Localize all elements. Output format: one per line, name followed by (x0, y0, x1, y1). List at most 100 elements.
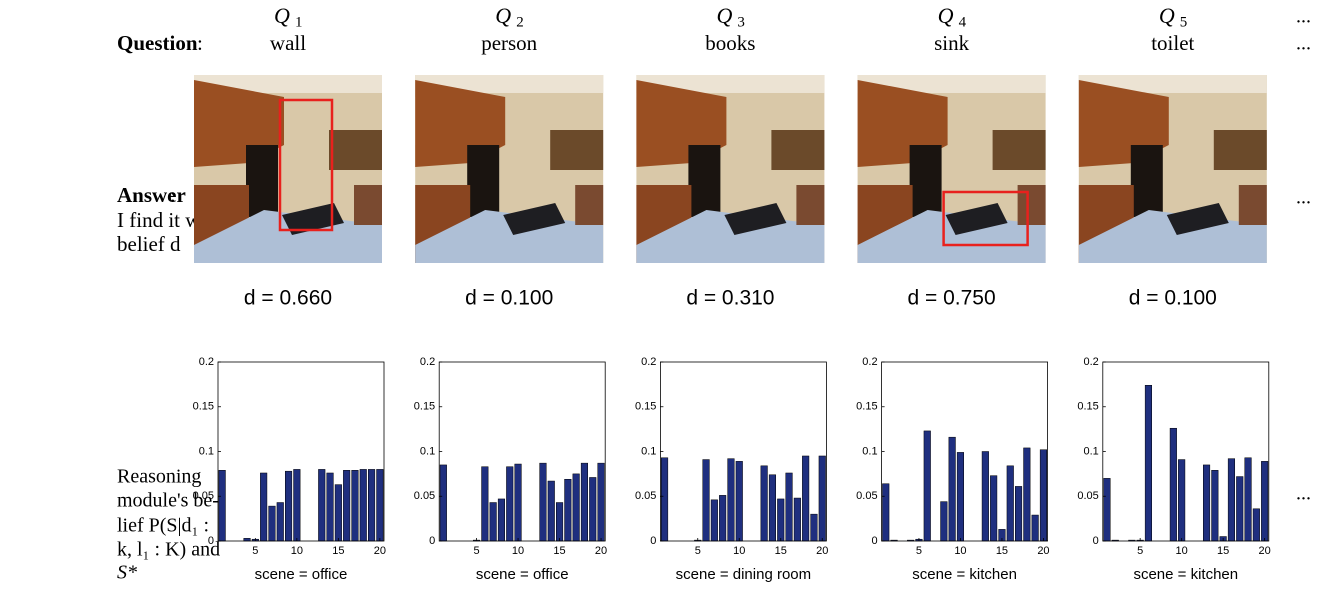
bar (573, 474, 580, 541)
oven (1131, 145, 1163, 217)
plot-frame (218, 362, 384, 541)
bar (924, 431, 931, 541)
bar (882, 484, 889, 541)
bar (949, 437, 956, 541)
y-tick-label: 0.1 (420, 445, 435, 457)
reasoning-line: Reasoning (117, 466, 201, 488)
bar (1145, 385, 1152, 541)
x-tick-label: 10 (733, 545, 745, 557)
bar (957, 452, 964, 541)
x-axis-label: scene = office (255, 566, 348, 583)
x-axis-label: scene = kitchen (1133, 566, 1238, 583)
bar (794, 498, 801, 541)
y-tick-label: 0.2 (199, 356, 214, 368)
bar (1170, 428, 1177, 541)
question-symbol: Q (938, 3, 954, 28)
bar (335, 485, 342, 541)
bar (285, 471, 292, 541)
belief-value: d = 0.100 (465, 287, 553, 310)
x-tick-label: 10 (291, 545, 303, 557)
colon: : (197, 31, 203, 55)
y-tick-label: 0.05 (414, 490, 435, 502)
bar (1212, 470, 1219, 541)
reasoning-line: k, l₁ : K) and (117, 539, 220, 561)
answer-line: belief d (117, 232, 181, 256)
y-tick-label: 0 (1093, 535, 1099, 547)
plot-frame (1103, 362, 1269, 541)
colon: : (170, 183, 176, 207)
oven (688, 145, 720, 217)
bar (703, 460, 710, 541)
y-tick-label: 0.1 (641, 445, 656, 457)
bar (515, 464, 522, 541)
y-tick-label: 0.1 (862, 445, 877, 457)
bar (711, 500, 718, 541)
oven (910, 145, 942, 217)
y-tick-label: 0.15 (856, 401, 877, 413)
kitchen-image (194, 75, 382, 263)
bar (982, 452, 989, 542)
table-top (575, 185, 603, 225)
y-tick-label: 0.2 (862, 356, 877, 368)
x-tick-label: 15 (775, 545, 787, 557)
x-tick-label: 20 (1037, 545, 1049, 557)
x-tick-label: 5 (473, 545, 479, 557)
x-tick-label: 15 (996, 545, 1008, 557)
bar (440, 465, 447, 541)
bar (1015, 486, 1022, 541)
bar (294, 469, 301, 541)
y-tick-label: 0.15 (1077, 401, 1098, 413)
bar (1024, 448, 1031, 541)
x-tick-label: 5 (1137, 545, 1143, 557)
y-tick-label: 0 (650, 535, 656, 547)
bar (777, 499, 784, 541)
x-tick-label: 5 (252, 545, 258, 557)
table-top (354, 185, 382, 225)
bar (360, 469, 367, 541)
bar (565, 479, 572, 541)
bar (490, 503, 497, 541)
bar (1203, 465, 1210, 541)
reasoning-line: S* (117, 562, 137, 584)
table-top (796, 185, 824, 225)
bar (482, 467, 489, 541)
question-word: toilet (1151, 31, 1194, 55)
question-label: Question (117, 31, 198, 55)
bar (1007, 466, 1014, 541)
bar (761, 466, 768, 541)
question-index: 1 (295, 14, 303, 30)
oven (467, 145, 499, 217)
bar (736, 461, 743, 541)
y-tick-label: 0.15 (193, 401, 214, 413)
x-axis-label: scene = kitchen (912, 566, 1017, 583)
x-axis-label: scene = office (476, 566, 569, 583)
question-index: 2 (516, 14, 524, 30)
shelf (329, 130, 382, 170)
bar (244, 538, 251, 541)
bar (1228, 459, 1235, 541)
plot-frame (882, 362, 1048, 541)
bar (786, 473, 793, 541)
question-symbol: Q (495, 3, 511, 28)
bar (506, 467, 513, 541)
x-tick-label: 10 (512, 545, 524, 557)
bar (728, 459, 735, 541)
x-tick-label: 15 (1217, 545, 1229, 557)
y-tick-label: 0.1 (199, 445, 214, 457)
y-tick-label: 0.15 (635, 401, 656, 413)
x-tick-label: 20 (374, 545, 386, 557)
bar (661, 458, 668, 541)
ellipsis: ... (1296, 483, 1311, 505)
bar (318, 469, 325, 541)
question-index: 3 (737, 14, 745, 30)
y-tick-label: 0.1 (1084, 445, 1099, 457)
belief-value: d = 0.660 (244, 287, 332, 310)
y-tick-label: 0.05 (1077, 490, 1098, 502)
bar (1261, 461, 1268, 541)
bar (352, 470, 359, 541)
question-symbol: Q (274, 3, 290, 28)
y-tick-label: 0 (871, 535, 877, 547)
belief-value: d = 0.310 (686, 287, 774, 310)
kitchen-image (858, 75, 1046, 263)
bar (277, 503, 284, 541)
